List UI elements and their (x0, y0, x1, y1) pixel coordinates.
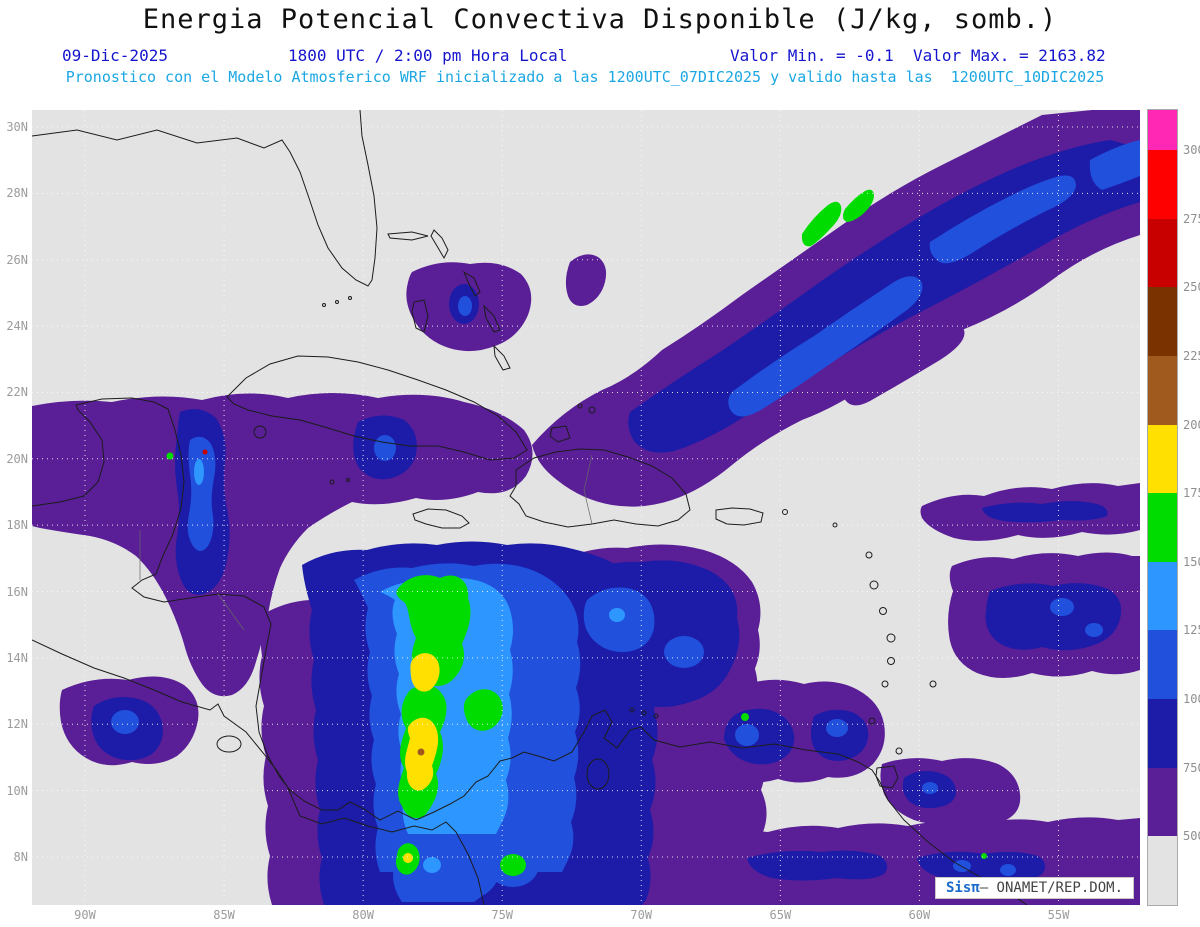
lat-tick-label: 16N (6, 584, 28, 599)
minmax-values: Valor Min. = -0.1 Valor Max. = 2163.82 (730, 46, 1106, 65)
lat-tick-label: 30N (6, 120, 28, 134)
bahamas (387, 229, 596, 443)
puerto-rico-coast (715, 507, 764, 526)
colorbar-segment (1148, 767, 1177, 837)
colorbar-segment (1148, 699, 1177, 768)
lat-tick-label: 20N (6, 451, 28, 466)
colorbar-segment (1148, 287, 1177, 356)
us-florida-coast (32, 110, 378, 287)
cape-map-svg (32, 110, 1140, 905)
honduras-nicaragua-border (217, 593, 245, 631)
lat-tick-label: 8N (13, 849, 28, 864)
lon-tick-label: 90W (74, 908, 96, 922)
colorbar-tick-label: 2250 (1183, 348, 1200, 363)
colorbar-tick-label: 500 (1183, 829, 1200, 844)
lon-tick-label: 60W (908, 908, 931, 922)
colorbar-segment (1148, 110, 1177, 150)
watermark: Sisπ– ONAMET/REP.DOM. (934, 877, 1134, 899)
valid-date: 09-Dic-2025 (62, 46, 168, 65)
colorbar (1147, 109, 1178, 906)
pacific-coast (32, 639, 485, 905)
cape-shaded-field (32, 110, 1140, 905)
lat-tick-label: 18N (6, 518, 28, 533)
page-title: Energia Potencial Convectiva Disponible … (142, 4, 1058, 35)
haiti-dr-border (583, 454, 593, 525)
isla-juventud (253, 425, 267, 439)
lon-tick-label: 55W (1047, 908, 1070, 922)
cape-level-2000-2250 (417, 748, 425, 756)
colorbar-tick-label: 1500 (1183, 554, 1200, 569)
lat-tick-label: 14N (6, 650, 28, 665)
map-canvas: Sisπ– ONAMET/REP.DOM. (32, 110, 1140, 905)
max-marker-dot (202, 449, 208, 455)
colorbar-tick-label: 750 (1183, 760, 1200, 775)
colorbar-segment (1148, 630, 1177, 699)
lat-tick-label: 10N (6, 783, 28, 798)
lon-tick-label: 75W (491, 908, 514, 922)
lat-tick-label: 22N (6, 385, 28, 400)
valid-time: 1800 UTC / 2:00 pm Hora Local (288, 46, 568, 65)
colorbar-tick-label: 1750 (1183, 486, 1200, 501)
mexico-central-south-america-coast (32, 397, 1028, 905)
jamaica-coast (412, 508, 470, 529)
lon-tick-label: 70W (630, 908, 653, 922)
cayman-islands (329, 479, 335, 485)
lon-tick-label: 85W (213, 908, 235, 922)
colorbar-tick-label: 1250 (1183, 623, 1200, 638)
colorbar-segment (1148, 424, 1177, 494)
colorbar-tick-label: 3000 (1183, 143, 1200, 157)
lat-tick-label: 12N (6, 717, 28, 732)
lat-tick-label: 28N (6, 186, 28, 201)
colorbar-segment (1148, 836, 1177, 905)
colorbar-tick-label: 2500 (1183, 280, 1200, 295)
lat-tick-label: 26N (6, 252, 28, 267)
coastlines (32, 110, 1028, 905)
colorbar-segment (1148, 150, 1177, 219)
colorbar-tick-label: 2750 (1183, 211, 1200, 226)
lake-maracaibo (586, 758, 610, 790)
colorbar-segment (1148, 493, 1177, 562)
colorbar-segment (1148, 561, 1177, 631)
lon-tick-label: 80W (352, 908, 374, 922)
colorbar-tick-label: 1000 (1183, 692, 1200, 707)
lake-nicaragua (216, 735, 242, 753)
watermark-brand: Sisπ (945, 880, 980, 896)
lon-tick-label: 65W (769, 908, 792, 922)
colorbar-segment (1148, 218, 1177, 288)
lat-tick-label: 24N (6, 319, 28, 334)
cuba-coast (226, 355, 528, 461)
hispaniola-coast (509, 448, 691, 528)
watermark-org: – ONAMET/REP.DOM. (979, 880, 1123, 896)
colorbar-segment (1148, 355, 1177, 425)
model-info-line: Pronostico con el Modelo Atmosferico WRF… (65, 68, 1105, 86)
lesser-antilles (629, 509, 937, 789)
colorbar-tick-label: 2000 (1183, 417, 1200, 432)
